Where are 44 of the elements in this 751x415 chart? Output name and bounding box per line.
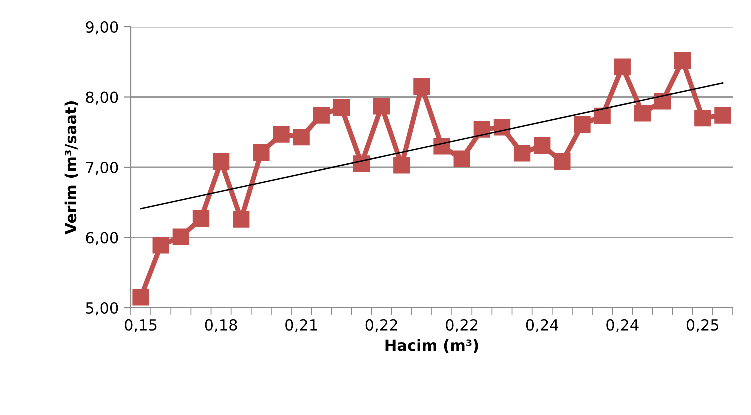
point xyxy=(694,110,712,127)
point xyxy=(172,228,190,246)
x-tick-label: 0,24 xyxy=(526,319,559,332)
point xyxy=(253,144,270,162)
x-tick-label: 0,21 xyxy=(286,319,318,332)
y-tick-label: 8,00 xyxy=(86,92,118,105)
point xyxy=(654,93,672,110)
point xyxy=(494,119,511,136)
point xyxy=(514,145,531,162)
point xyxy=(374,98,390,115)
point xyxy=(313,107,330,124)
point xyxy=(152,237,170,254)
x-tick-label: 0,18 xyxy=(205,319,238,332)
point xyxy=(132,289,150,306)
point xyxy=(434,138,450,155)
x-tick-label: 0,22 xyxy=(366,319,398,332)
x-tick-label: 0,15 xyxy=(125,319,157,332)
x-tick-label: 0,24 xyxy=(606,319,639,332)
y-tick-label: 9,00 xyxy=(86,21,118,35)
y-axis-title: Verim (m³/saat) xyxy=(64,102,78,235)
point xyxy=(634,105,652,122)
x-tick-label: 0,25 xyxy=(686,319,719,332)
point xyxy=(293,128,310,146)
point xyxy=(554,154,571,170)
point xyxy=(454,150,470,168)
point xyxy=(574,116,591,133)
point xyxy=(212,154,230,170)
point xyxy=(394,157,410,174)
point xyxy=(534,137,551,154)
y-tick-label: 6,00 xyxy=(86,232,118,246)
y-tick-label: 7,00 xyxy=(86,162,118,176)
point xyxy=(233,211,250,228)
point xyxy=(333,99,350,116)
point xyxy=(614,58,631,76)
point xyxy=(674,52,692,70)
point xyxy=(414,78,430,96)
point xyxy=(192,210,210,228)
y-tick-label: 5,00 xyxy=(86,302,118,316)
x-tick-label: 0,22 xyxy=(446,319,478,332)
x-axis-title: Hacim (m³) xyxy=(386,339,478,354)
point xyxy=(353,156,370,172)
point xyxy=(714,107,732,124)
point xyxy=(273,126,290,143)
point xyxy=(594,108,611,125)
